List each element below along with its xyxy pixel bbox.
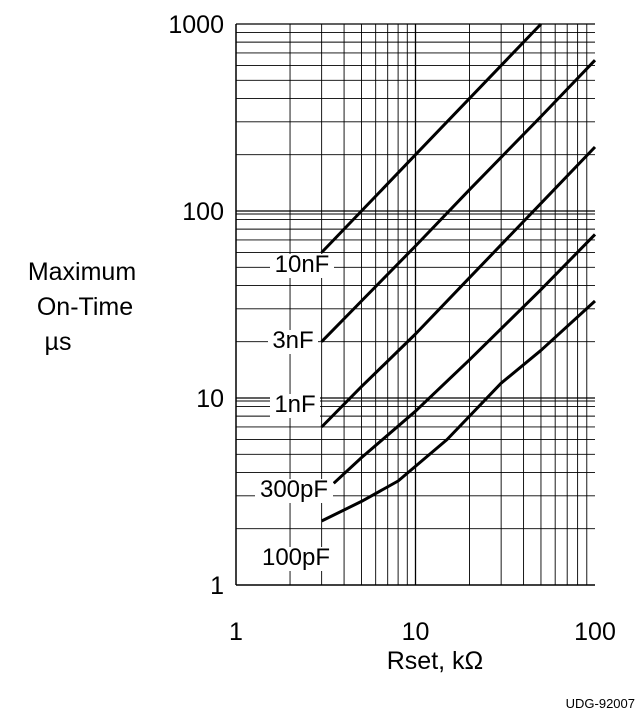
series-label-bg	[270, 254, 334, 278]
series-label-bg	[268, 330, 318, 354]
series-line-1nF	[320, 145, 597, 429]
series-label-bg	[270, 394, 320, 418]
series-line-10nF	[320, 22, 543, 254]
series-lines	[320, 22, 597, 523]
tick-labels: 1 10 100 1 10 100 1000	[168, 11, 615, 646]
series-label-3nF: 3nF	[272, 327, 313, 354]
y-tick-label: 1	[210, 572, 224, 600]
x-axis-title: Rset, kΩ	[387, 647, 483, 675]
y-tick-label: 100	[182, 198, 224, 226]
series-label-1nF: 1nF	[274, 391, 315, 418]
series-label-100pF: 100pF	[262, 544, 330, 571]
series-line-100pF	[320, 299, 597, 523]
y-tick-label: 1000	[168, 11, 224, 39]
series-label-300pF: 300pF	[260, 476, 328, 503]
series-line-300pF	[332, 233, 597, 485]
figure-code: UDG-92007	[566, 696, 635, 711]
y-axis-title-line-1: Maximum	[28, 258, 136, 286]
series-labels: 10nF 3nF 1nF 300pF 100pF	[255, 251, 335, 571]
x-tick-label: 10	[402, 618, 430, 646]
series-line-3nF	[320, 59, 597, 343]
y-tick-label: 10	[196, 385, 224, 413]
series-label-bg	[255, 479, 333, 503]
y-axis-title-line-2: On-Time	[37, 293, 133, 321]
series-label-10nF: 10nF	[275, 251, 330, 278]
y-axis-title-line-3: µs	[45, 328, 72, 356]
x-tick-label: 1	[229, 618, 243, 646]
x-tick-label: 100	[574, 618, 616, 646]
series-label-bg	[257, 547, 335, 571]
